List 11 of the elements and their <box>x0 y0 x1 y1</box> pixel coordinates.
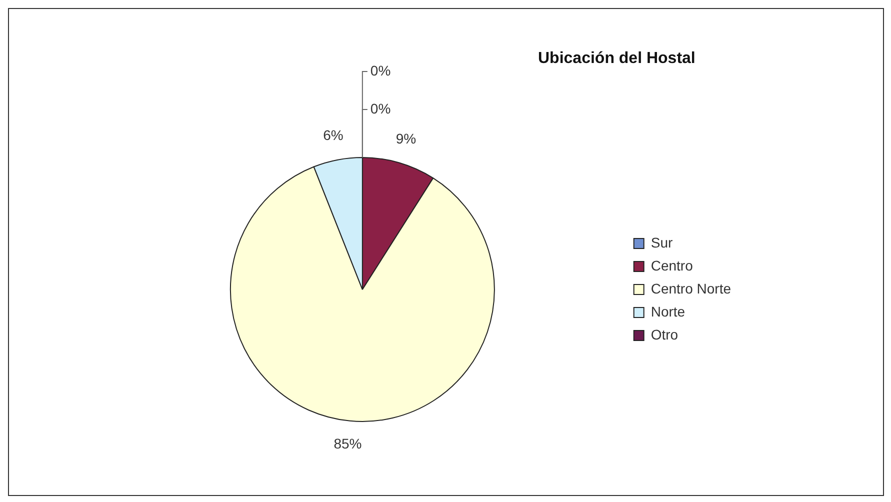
data-label: 6% <box>323 127 344 144</box>
data-label: 85% <box>334 436 362 452</box>
legend-label: Sur <box>650 234 673 250</box>
text: 0% <box>370 100 391 116</box>
legend-label: Norte <box>650 303 686 320</box>
legend-label: Centro Norte <box>650 280 732 296</box>
text: 0% <box>370 62 391 78</box>
data-label: 9% <box>396 130 416 147</box>
legend-label: Centro <box>650 257 694 274</box>
chart-title: Ubicación del Hostal <box>538 50 696 68</box>
legend-label: Otro <box>650 326 678 342</box>
